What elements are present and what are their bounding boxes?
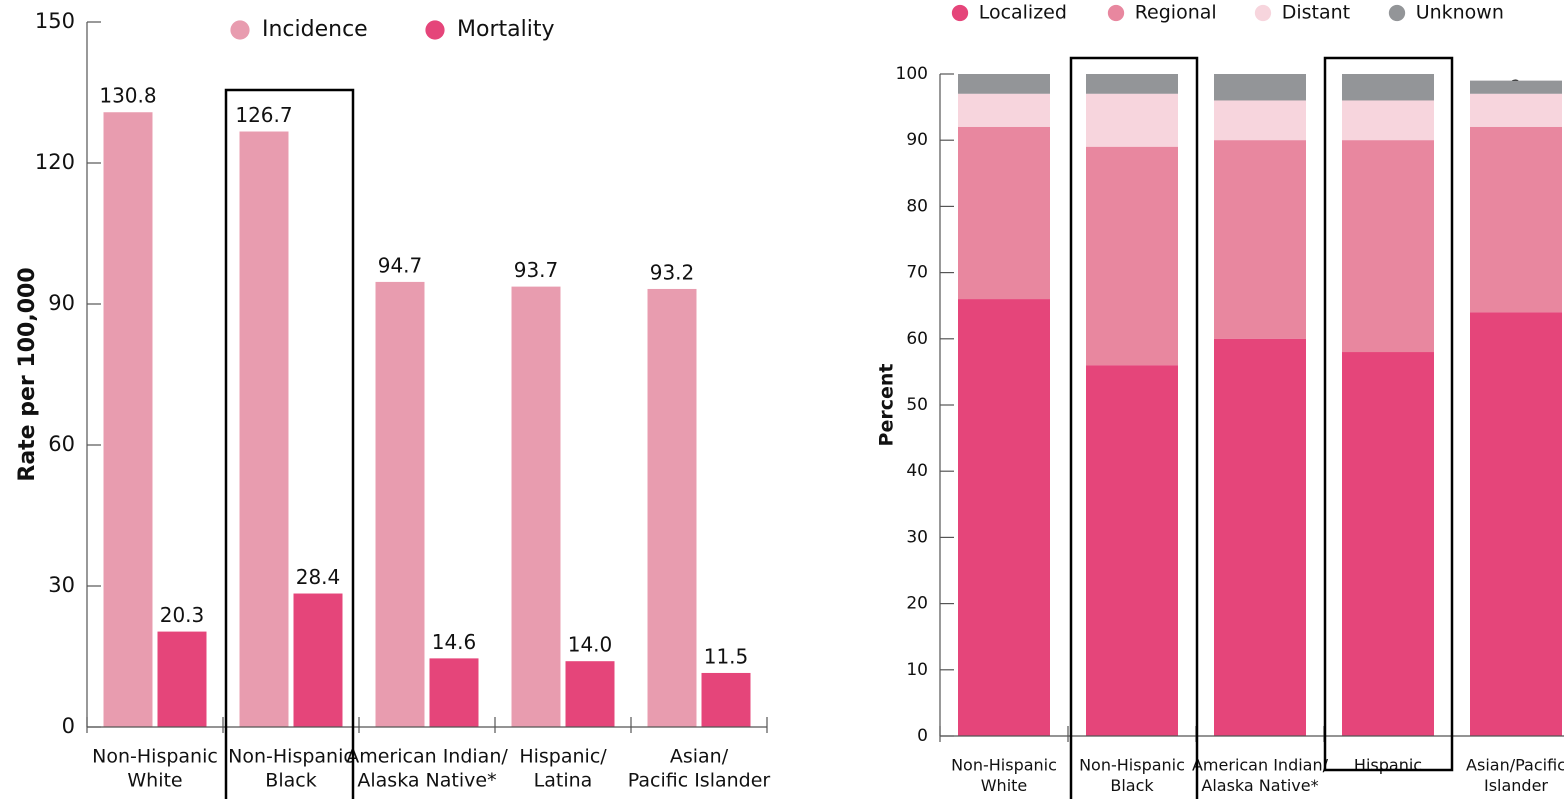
bar-segment [1342, 74, 1434, 101]
x-tick-label: White [981, 776, 1028, 795]
bar-segment [958, 74, 1050, 94]
legend-marker [1254, 4, 1272, 22]
bar [511, 286, 561, 727]
bar-segment [1342, 352, 1434, 736]
bar-segment [1086, 365, 1178, 736]
value-label: 93.7 [514, 258, 559, 282]
x-tick-label: Non-Hispanic [951, 756, 1057, 775]
bar [375, 281, 425, 727]
x-tick-label: Pacific Islander [628, 770, 771, 792]
y-tick-label: 70 [906, 263, 928, 283]
highlight-box [1069, 56, 1199, 799]
legend-marker [425, 20, 445, 40]
bar-segment [1214, 140, 1306, 339]
y-tick-label: 0 [62, 714, 75, 738]
x-tick-label: American Indian/ [346, 746, 508, 768]
value-label: 14.0 [568, 633, 613, 657]
value-label: 11.5 [704, 644, 749, 668]
legend-label: Unknown [1416, 2, 1504, 24]
legend-marker [1107, 4, 1125, 22]
x-tick-label: Hispanic [1354, 756, 1422, 775]
bar-segment [1342, 100, 1434, 141]
bar [293, 593, 343, 727]
y-tick-label: 60 [48, 432, 75, 456]
legend-marker [230, 20, 250, 40]
value-label: 28.4 [296, 565, 341, 589]
bar-segment [1470, 312, 1562, 736]
value-label: 20.3 [160, 603, 205, 627]
bar [103, 112, 153, 728]
bar-segment [1342, 140, 1434, 353]
bar-segment [1214, 74, 1306, 101]
y-tick-label: 60 [906, 329, 928, 349]
bar [157, 631, 207, 727]
value-label: 94.7 [378, 253, 423, 277]
x-tick-label: Black [265, 770, 316, 792]
y-tick-label: 90 [906, 130, 928, 150]
x-tick-label: Latina [534, 770, 593, 792]
x-tick-label: Asian/ [670, 746, 729, 768]
bar-segment [1086, 74, 1178, 94]
y-tick-label: 0 [917, 726, 928, 746]
legend-label: Regional [1135, 2, 1217, 24]
y-tick-label: 80 [906, 196, 928, 216]
y-tick-label: 40 [906, 461, 928, 481]
x-tick-label: Islander [1484, 776, 1548, 795]
legend-label: Distant [1282, 2, 1350, 24]
y-tick-label: 90 [48, 291, 75, 315]
highlight-box [1323, 56, 1454, 772]
value-label: 93.2 [650, 260, 695, 284]
x-tick-label: Black [1110, 776, 1154, 795]
bar-segment [958, 126, 1050, 300]
x-tick-label: Alaska Native* [1201, 776, 1318, 795]
y-tick-label: 100 [896, 64, 928, 84]
y-tick-label: 10 [906, 660, 928, 680]
legend-marker [1388, 4, 1406, 22]
x-tick-label: White [127, 770, 182, 792]
x-tick-label: Hispanic/ [519, 746, 607, 768]
x-tick-label: Alaska Native* [357, 770, 496, 792]
legend-label: Localized [979, 2, 1067, 24]
legend-label: Incidence [262, 17, 368, 42]
bar-segment [1470, 126, 1562, 313]
y-axis-label: Rate per 100,000 [15, 267, 40, 481]
y-tick-label: 150 [35, 9, 75, 33]
x-tick-label: Non-Hispanic [1079, 756, 1185, 775]
y-tick-label: 20 [906, 594, 928, 614]
bar-segment [958, 299, 1050, 736]
bar-segment [1214, 338, 1306, 736]
bar [647, 288, 697, 727]
bar [239, 131, 289, 727]
bar-segment [1086, 93, 1178, 147]
value-label: 126.7 [235, 103, 292, 127]
bar-segment [958, 93, 1050, 127]
y-tick-label: 30 [48, 573, 75, 597]
y-axis-label: Percent [876, 364, 898, 447]
bar [565, 661, 615, 727]
x-tick-label: American Indian/ [1192, 756, 1329, 775]
highlight-box [224, 88, 355, 799]
x-tick-label: Asian/Pacific [1466, 756, 1564, 775]
value-label: 14.6 [432, 630, 477, 654]
bar-segment [1086, 146, 1178, 366]
bar [429, 658, 479, 727]
bar-segment [1214, 100, 1306, 141]
x-tick-label: Non-Hispanic [92, 746, 218, 768]
value-label: 130.8 [99, 84, 156, 108]
bar-segment [1470, 80, 1562, 94]
bar-segment [1470, 93, 1562, 127]
legend-label: Mortality [457, 17, 554, 42]
bar [701, 672, 751, 727]
y-tick-label: 120 [35, 150, 75, 174]
y-tick-label: 30 [906, 527, 928, 547]
legend-marker [951, 4, 969, 22]
x-tick-label: Non-Hispanic [228, 746, 354, 768]
y-tick-label: 50 [906, 395, 928, 415]
